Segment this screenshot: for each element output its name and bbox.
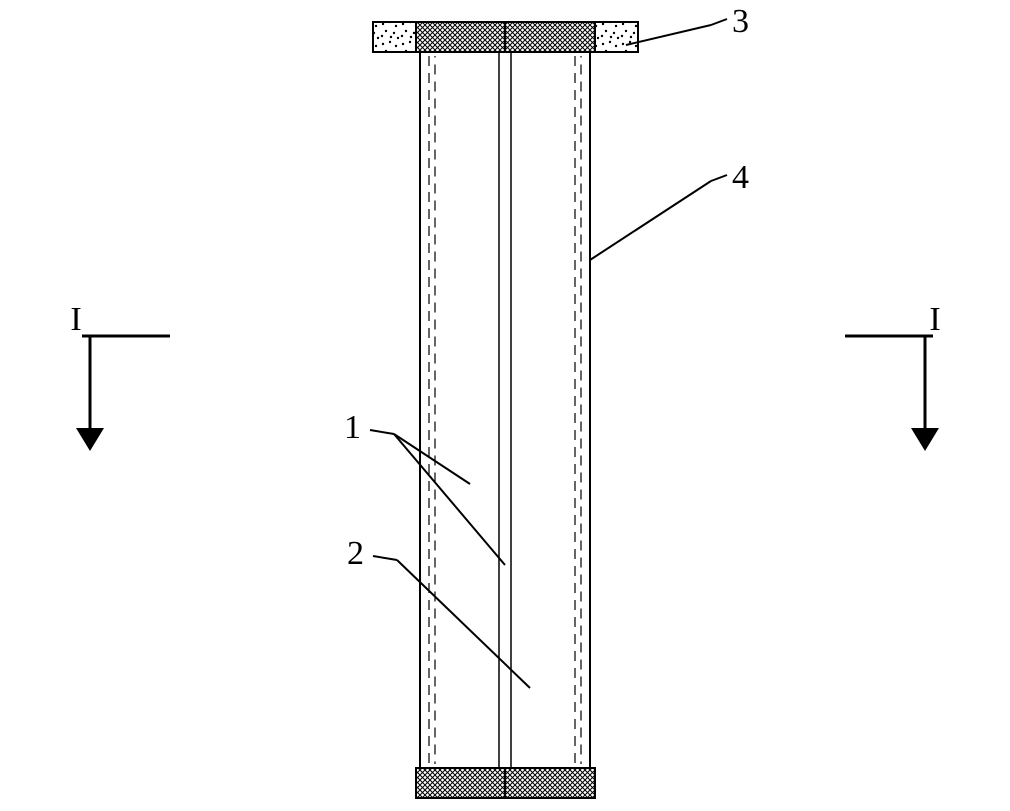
section-label-right: I [929, 301, 940, 338]
callout-leader-1-b [394, 434, 470, 484]
callout-number-3: 3 [732, 3, 749, 40]
section-arrow-head [911, 428, 939, 451]
callout-leader-4 [590, 181, 711, 260]
section-arrow-head [76, 428, 104, 451]
callout-leader-2 [397, 560, 530, 688]
callout-tick-2 [373, 556, 397, 560]
callout-number-2: 2 [347, 535, 364, 572]
callout-number-4: 4 [732, 159, 749, 196]
callout-tick-1 [370, 430, 394, 434]
section-label-left: I [70, 301, 81, 338]
callout-number-1: 1 [344, 409, 361, 446]
callout-tick-3 [711, 19, 727, 25]
callout-leader-1-a [394, 434, 505, 565]
callout-tick-4 [711, 175, 727, 181]
